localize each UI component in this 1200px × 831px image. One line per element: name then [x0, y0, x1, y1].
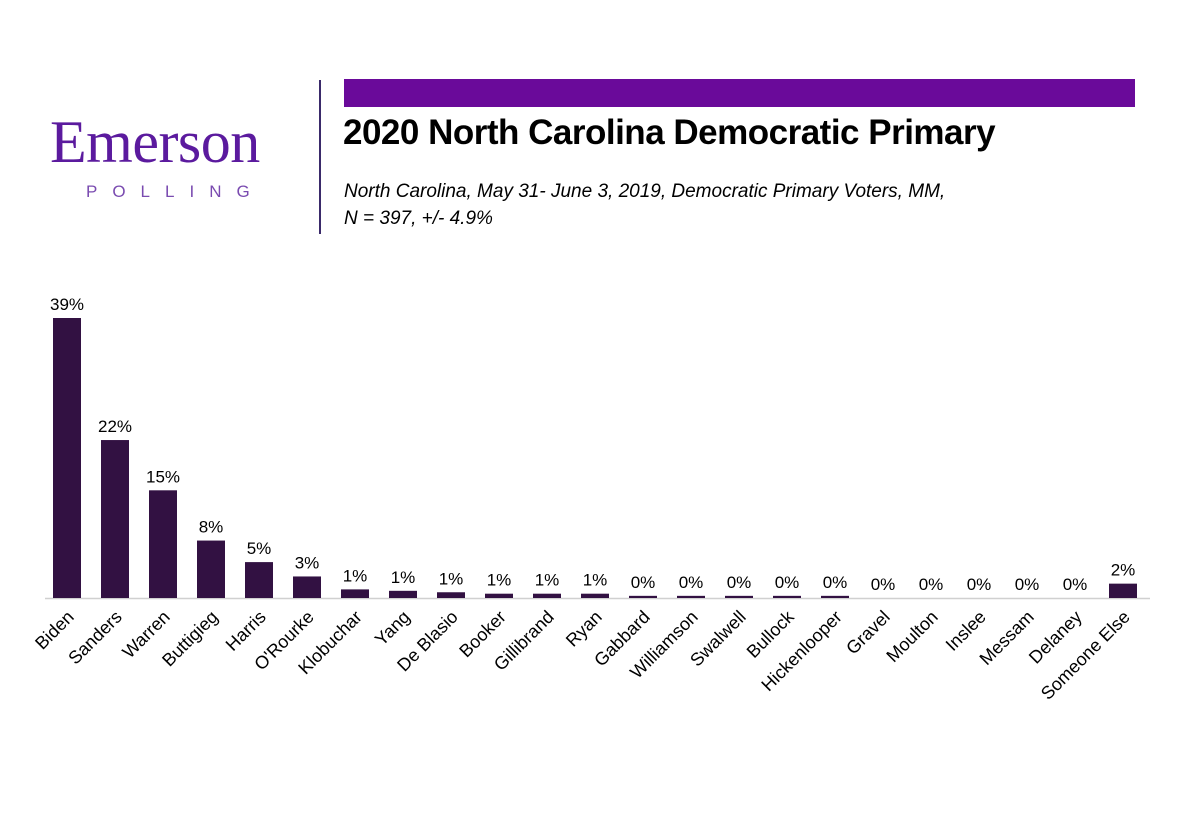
data-label: 1%: [439, 569, 464, 588]
data-label: 5%: [247, 539, 272, 558]
bar-14: [725, 595, 753, 598]
data-label: 39%: [50, 295, 84, 314]
subtitle-line-2: N = 397, +/- 4.9%: [344, 208, 493, 229]
bar-8: [437, 592, 465, 598]
x-tick-label: Yang: [371, 607, 414, 650]
bar-5: [293, 576, 321, 598]
x-tick-label: Sanders: [64, 607, 126, 669]
bar-1: [101, 440, 129, 598]
data-label: 8%: [199, 518, 224, 537]
data-label: 3%: [295, 553, 320, 572]
data-label: 0%: [1015, 575, 1040, 594]
data-label: 15%: [146, 467, 180, 486]
data-label: 0%: [967, 575, 992, 594]
bar-0: [53, 318, 81, 598]
data-label: 1%: [343, 566, 368, 585]
emerson-logo: Emerson: [50, 109, 260, 175]
data-label: 1%: [535, 571, 560, 590]
data-label: 0%: [919, 575, 944, 594]
bar-10: [533, 593, 561, 598]
data-label: 0%: [823, 573, 848, 592]
bar-9: [485, 593, 513, 598]
data-label: 0%: [631, 573, 656, 592]
data-label: 2%: [1111, 561, 1136, 580]
bar-7: [389, 590, 417, 598]
data-label: 0%: [871, 575, 896, 594]
data-label: 0%: [727, 573, 752, 592]
bar-3: [197, 540, 225, 598]
chart-subtitle: North Carolina, May 31- June 3, 2019, De…: [344, 178, 1104, 232]
data-label: 0%: [679, 573, 704, 592]
x-tick-label: Moulton: [882, 607, 941, 666]
bar-11: [581, 593, 609, 598]
bar-22: [1109, 583, 1137, 598]
header-divider: [319, 80, 321, 234]
bar-2: [149, 490, 177, 598]
data-label: 1%: [487, 571, 512, 590]
data-label: 1%: [391, 568, 416, 587]
bar-12: [629, 595, 657, 598]
bar-4: [245, 562, 273, 598]
chart-title: 2020 North Carolina Democratic Primary: [343, 113, 996, 152]
bar-13: [677, 595, 705, 598]
x-tick-label: Ryan: [562, 607, 606, 651]
subtitle-line-1: North Carolina, May 31- June 3, 2019, De…: [344, 181, 946, 202]
data-label: 22%: [98, 417, 132, 436]
bar-6: [341, 589, 369, 598]
bar-16: [821, 595, 849, 598]
data-label: 0%: [775, 573, 800, 592]
data-label: 0%: [1063, 575, 1088, 594]
bar-15: [773, 595, 801, 598]
header-accent-bar: [344, 79, 1135, 107]
logo-subtitle: POLLING: [86, 182, 265, 201]
data-label: 1%: [583, 571, 608, 590]
